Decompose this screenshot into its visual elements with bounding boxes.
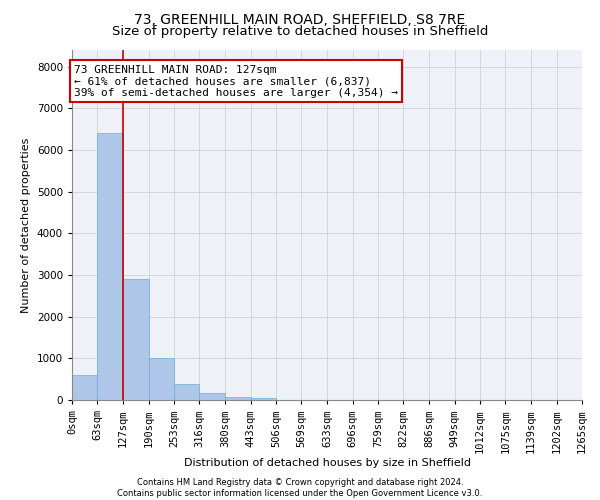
Text: 73, GREENHILL MAIN ROAD, SHEFFIELD, S8 7RE: 73, GREENHILL MAIN ROAD, SHEFFIELD, S8 7… — [134, 12, 466, 26]
Bar — [251, 398, 276, 400]
Bar — [123, 279, 149, 400]
X-axis label: Distribution of detached houses by size in Sheffield: Distribution of detached houses by size … — [184, 458, 470, 468]
Text: Size of property relative to detached houses in Sheffield: Size of property relative to detached ho… — [112, 25, 488, 38]
Bar — [199, 393, 225, 400]
Y-axis label: Number of detached properties: Number of detached properties — [21, 138, 31, 312]
Bar — [174, 384, 199, 400]
Bar — [149, 358, 174, 400]
Bar — [225, 396, 251, 400]
Text: Contains HM Land Registry data © Crown copyright and database right 2024.
Contai: Contains HM Land Registry data © Crown c… — [118, 478, 482, 498]
Bar — [97, 134, 123, 400]
Text: 73 GREENHILL MAIN ROAD: 127sqm
← 61% of detached houses are smaller (6,837)
39% : 73 GREENHILL MAIN ROAD: 127sqm ← 61% of … — [74, 64, 398, 98]
Bar — [72, 375, 97, 400]
